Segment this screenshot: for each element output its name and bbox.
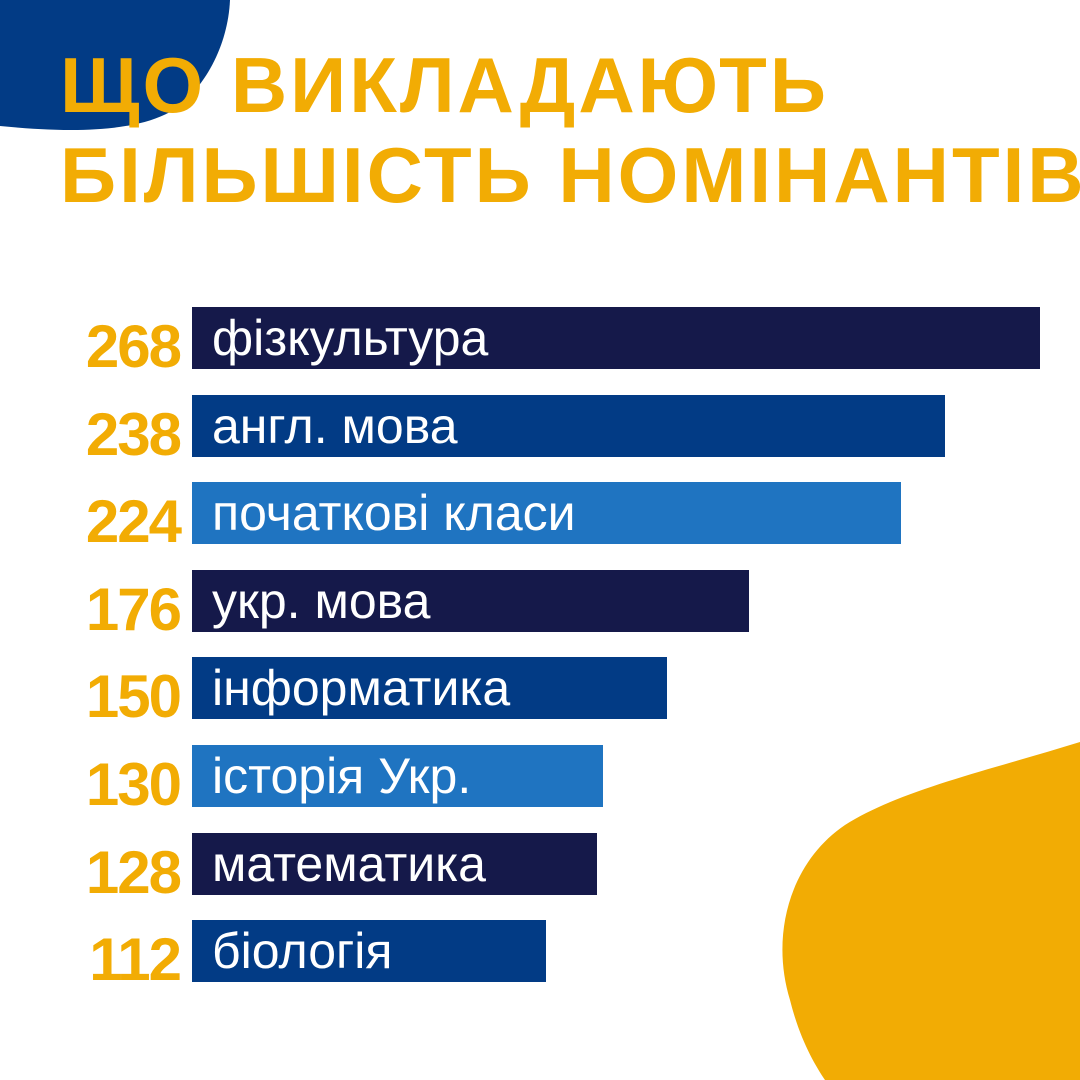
category-label: початкові класи	[212, 485, 576, 541]
category-label: історія Укр.	[212, 748, 472, 804]
value-label: 268	[85, 313, 182, 380]
bar: фізкультура	[192, 307, 1040, 369]
category-label: англ. мова	[212, 398, 458, 454]
value-label: 112	[89, 926, 182, 993]
title-line-2: більшість номінантів?	[60, 131, 1080, 219]
bar: початкові класи	[192, 482, 901, 544]
value-label: 130	[85, 751, 182, 818]
bottom-right-yellow-blob	[782, 742, 1080, 1080]
category-label: біологія	[212, 923, 393, 979]
category-label: інформатика	[212, 660, 511, 716]
bar: англ. мова	[192, 395, 945, 457]
value-label: 150	[85, 663, 182, 730]
category-label: фізкультура	[212, 310, 489, 366]
category-label: математика	[212, 836, 486, 892]
bar: математика	[192, 833, 597, 895]
top-left-blue-blob	[0, 0, 230, 131]
page-title: Що викладають більшість номінантів?	[60, 40, 1080, 220]
bar: біологія	[192, 920, 546, 982]
title-line-1: Що викладають	[60, 41, 829, 129]
value-label: 176	[85, 576, 182, 643]
category-label: укр. мова	[212, 573, 431, 629]
value-label: 238	[85, 401, 182, 468]
value-label: 224	[85, 488, 182, 555]
bar: інформатика	[192, 657, 667, 719]
bar: історія Укр.	[192, 745, 603, 807]
value-label: 128	[85, 839, 182, 906]
bar: укр. мова	[192, 570, 749, 632]
